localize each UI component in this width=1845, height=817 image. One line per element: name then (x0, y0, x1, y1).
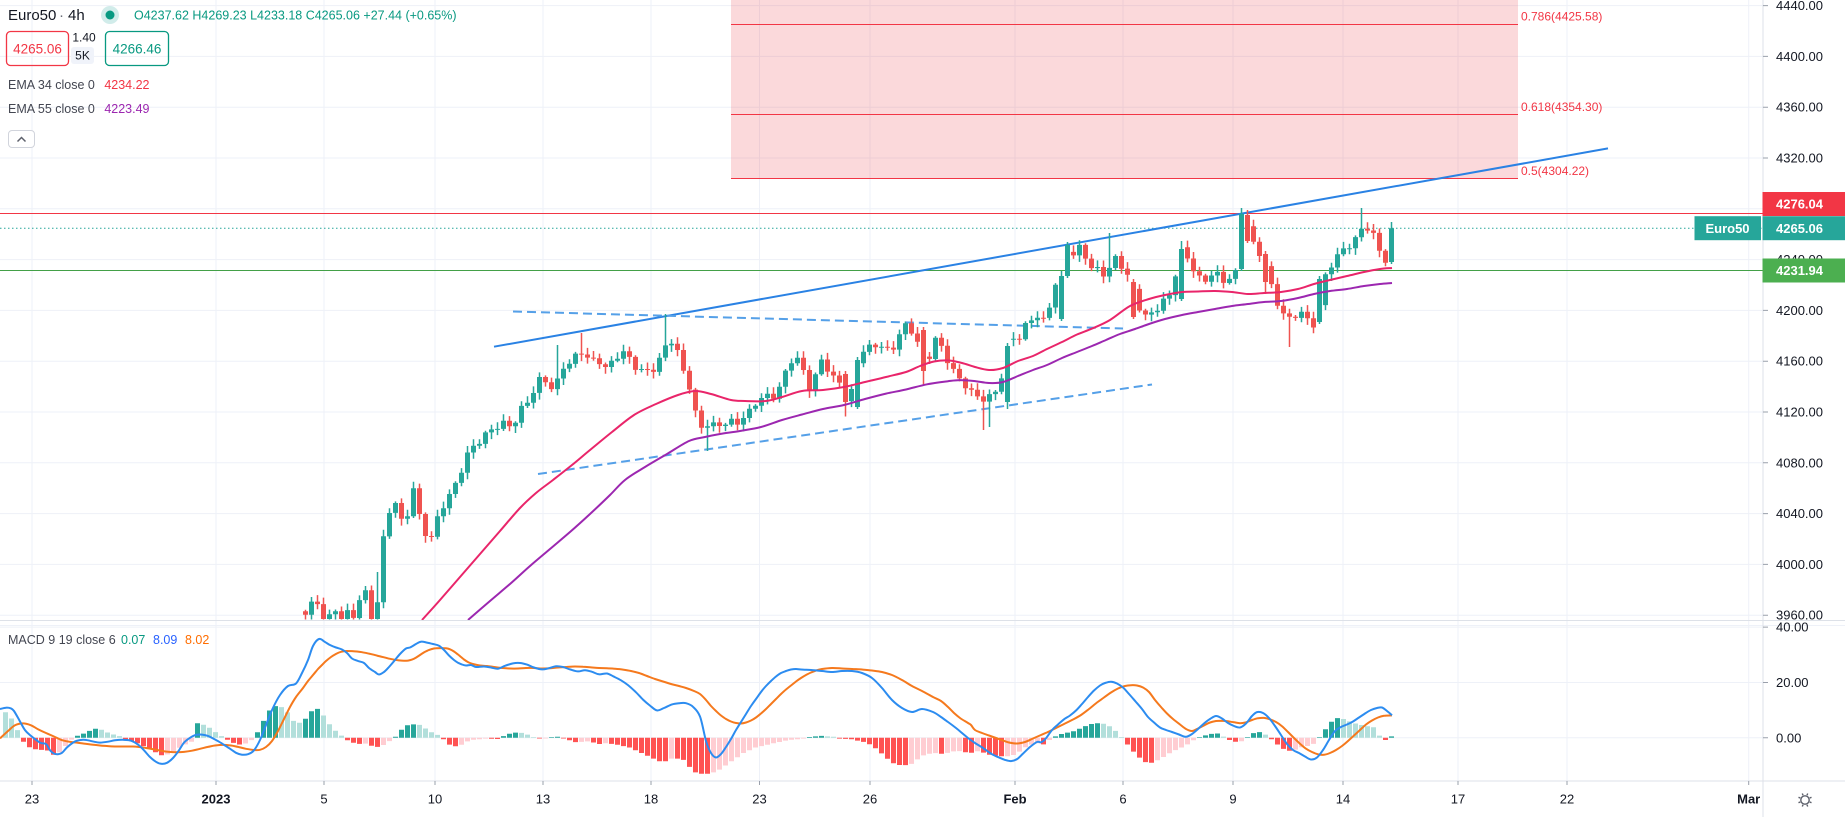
svg-text:Feb: Feb (1003, 792, 1026, 807)
svg-text:4120.00: 4120.00 (1776, 405, 1823, 420)
svg-text:4000.00: 4000.00 (1776, 557, 1823, 572)
svg-text:22: 22 (1560, 792, 1574, 807)
svg-text:4160.00: 4160.00 (1776, 354, 1823, 369)
svg-text:4266.46: 4266.46 (113, 42, 162, 57)
svg-text:20.00: 20.00 (1776, 675, 1809, 690)
svg-text:6: 6 (1119, 792, 1126, 807)
svg-text:1.40: 1.40 (72, 31, 96, 45)
svg-text:23: 23 (752, 792, 766, 807)
svg-text:4h: 4h (68, 7, 85, 24)
svg-text:Euro50: Euro50 (8, 7, 56, 24)
svg-text:Euro50: Euro50 (1705, 221, 1749, 236)
svg-text:13: 13 (536, 792, 550, 807)
svg-text:0.786(4425.58): 0.786(4425.58) (1521, 10, 1602, 24)
svg-text:5K: 5K (75, 49, 90, 63)
svg-text:4360.00: 4360.00 (1776, 100, 1823, 115)
svg-text:3960.00: 3960.00 (1776, 608, 1823, 623)
svg-text:4320.00: 4320.00 (1776, 151, 1823, 166)
svg-text:4200.00: 4200.00 (1776, 303, 1823, 318)
svg-text:4231.94: 4231.94 (1776, 263, 1824, 278)
svg-text:23: 23 (25, 792, 39, 807)
svg-text:4440.00: 4440.00 (1776, 0, 1823, 13)
svg-text:18: 18 (644, 792, 658, 807)
svg-text:O4237.62 H4269.23 L4233.18: O4237.62 H4269.23 L4233.18 C4265.06 +27.… (134, 9, 457, 23)
svg-text:17: 17 (1451, 792, 1465, 807)
svg-text:Mar: Mar (1737, 792, 1760, 807)
svg-text:EMA 55 close 0 4223.49: EMA 55 close 0 4223.49 (8, 102, 150, 116)
svg-text:4400.00: 4400.00 (1776, 49, 1823, 64)
svg-text:EMA 34 close 0 4234.22: EMA 34 close 0 4234.22 (8, 78, 150, 92)
svg-text:4265.06: 4265.06 (13, 42, 62, 57)
svg-text:8.02: 8.02 (185, 633, 209, 647)
svg-text:9: 9 (1229, 792, 1236, 807)
svg-text:4276.04: 4276.04 (1776, 197, 1824, 212)
svg-text:5: 5 (320, 792, 327, 807)
svg-text:·: · (59, 7, 64, 24)
svg-text:4265.06: 4265.06 (1776, 221, 1823, 236)
svg-text:26: 26 (863, 792, 877, 807)
svg-text:10: 10 (428, 792, 442, 807)
svg-text:4040.00: 4040.00 (1776, 506, 1823, 521)
svg-text:0.618(4354.30): 0.618(4354.30) (1521, 100, 1602, 114)
svg-text:40.00: 40.00 (1776, 620, 1809, 635)
svg-text:14: 14 (1336, 792, 1350, 807)
svg-text:0.00: 0.00 (1776, 730, 1801, 745)
svg-text:4080.00: 4080.00 (1776, 455, 1823, 470)
svg-text:0.5(4304.22): 0.5(4304.22) (1521, 164, 1589, 178)
svg-text:MACD 9 19 close 6: MACD 9 19 close 6 (8, 633, 116, 647)
svg-text:8.09: 8.09 (153, 633, 177, 647)
svg-text:0.07: 0.07 (121, 633, 145, 647)
svg-text:2023: 2023 (202, 792, 231, 807)
